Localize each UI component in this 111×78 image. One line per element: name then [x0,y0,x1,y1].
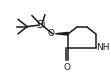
Text: O: O [64,63,71,72]
Text: Si: Si [36,20,46,30]
Text: NH: NH [96,43,110,52]
Text: O: O [47,29,54,38]
Polygon shape [55,32,68,35]
